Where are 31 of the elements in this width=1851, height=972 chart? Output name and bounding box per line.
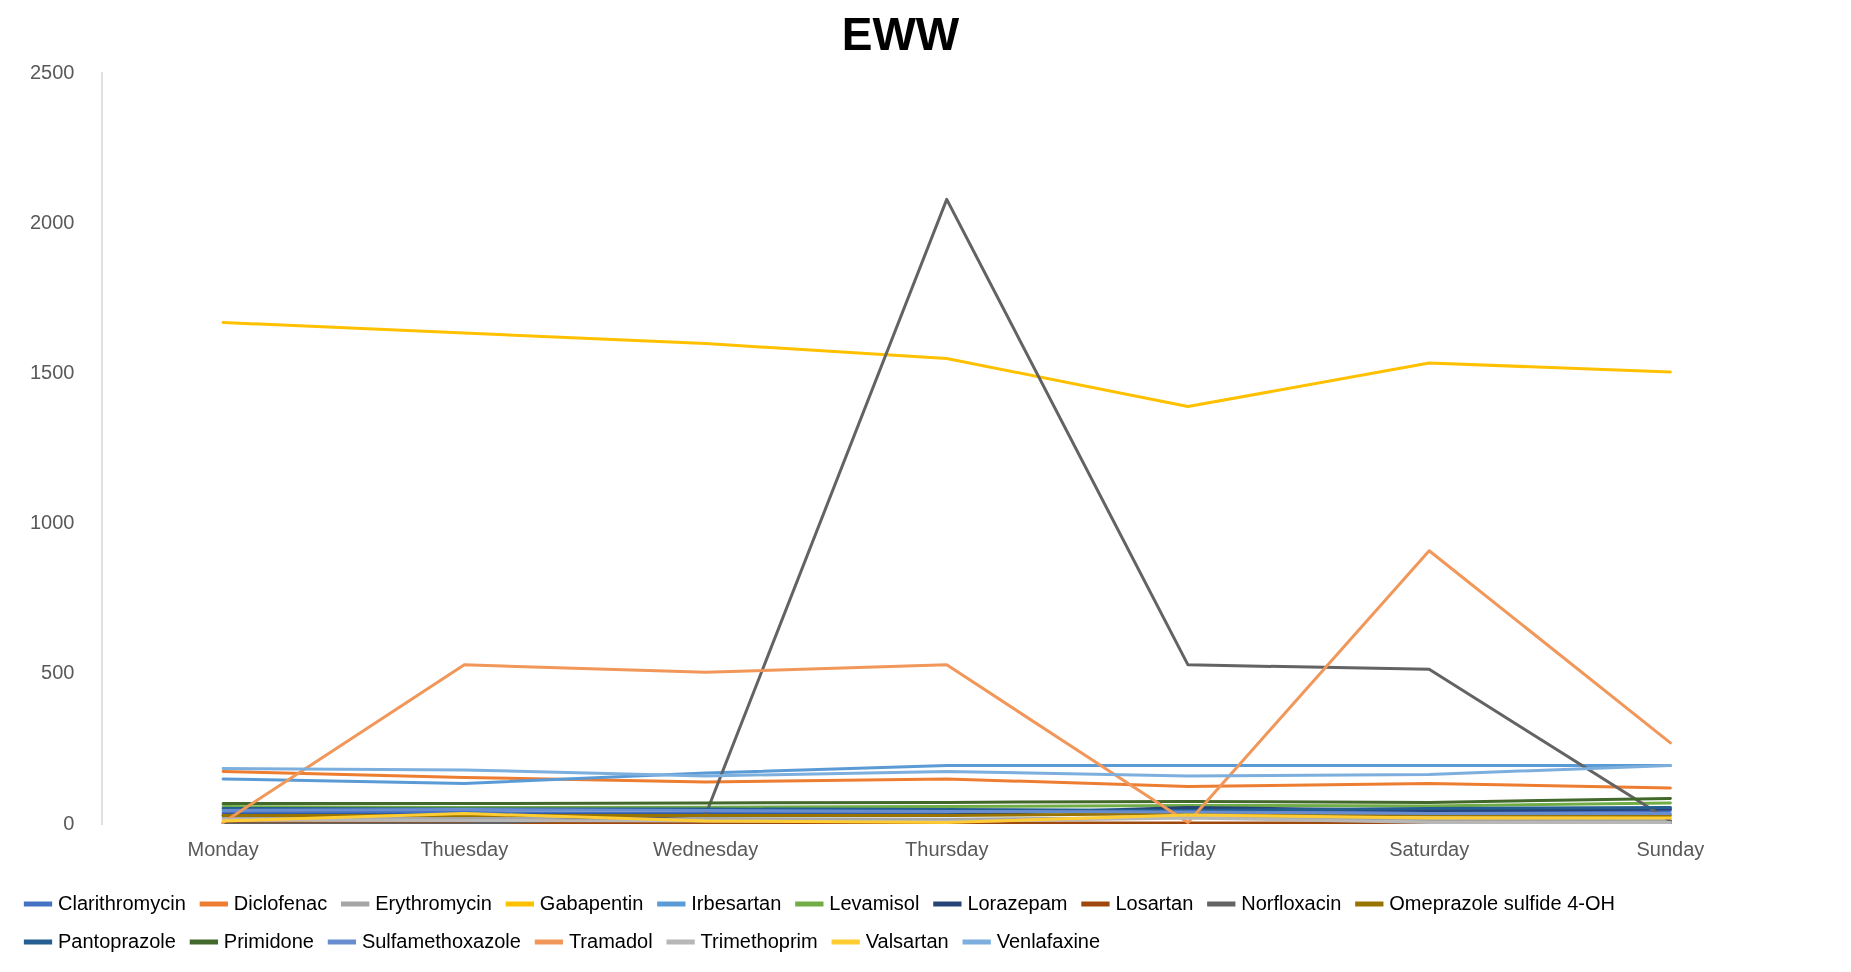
legend-label: Venlafaxine <box>996 929 1101 952</box>
x-tick-label: Friday <box>1160 837 1216 860</box>
legend-label: Gabapentin <box>539 891 644 914</box>
x-tick-label: Wednesday <box>652 837 759 860</box>
x-tick-label: Sunday <box>1636 837 1705 860</box>
legend-label: Losartan <box>1115 891 1194 914</box>
legend-label: Diclofenac <box>233 891 328 914</box>
legend-label: Primidone <box>223 929 314 952</box>
chart-title: EWW <box>841 8 960 61</box>
legend-label: Pantoprazole <box>58 929 176 952</box>
legend-label: Omeprazole sulfide 4-OH <box>1389 891 1615 914</box>
legend-label: Clarithromycin <box>58 891 186 914</box>
x-tick-label: Saturday <box>1389 837 1470 860</box>
legend-label: Valsartan <box>865 929 949 952</box>
y-tick-label: 2000 <box>29 210 75 233</box>
legend-label: Trimethoprim <box>700 929 818 952</box>
y-tick-label: 2500 <box>29 60 75 83</box>
y-tick-label: 500 <box>41 661 75 684</box>
x-tick-label: Thursday <box>905 837 989 860</box>
legend-label: Erythromycin <box>375 891 492 914</box>
y-tick-label: 1000 <box>29 511 75 534</box>
x-tick-label: Thuesday <box>420 837 509 860</box>
legend-label: Lorazepam <box>967 891 1068 914</box>
legend-label: Sulfamethoxazole <box>361 929 521 952</box>
legend-label: Tramadol <box>568 929 653 952</box>
y-tick-label: 0 <box>63 811 75 834</box>
legend-label: Levamisol <box>829 891 920 914</box>
legend-label: Irbesartan <box>691 891 782 914</box>
legend-label: Norfloxacin <box>1241 891 1342 914</box>
x-tick-label: Monday <box>187 837 259 860</box>
y-tick-label: 1500 <box>29 361 75 384</box>
